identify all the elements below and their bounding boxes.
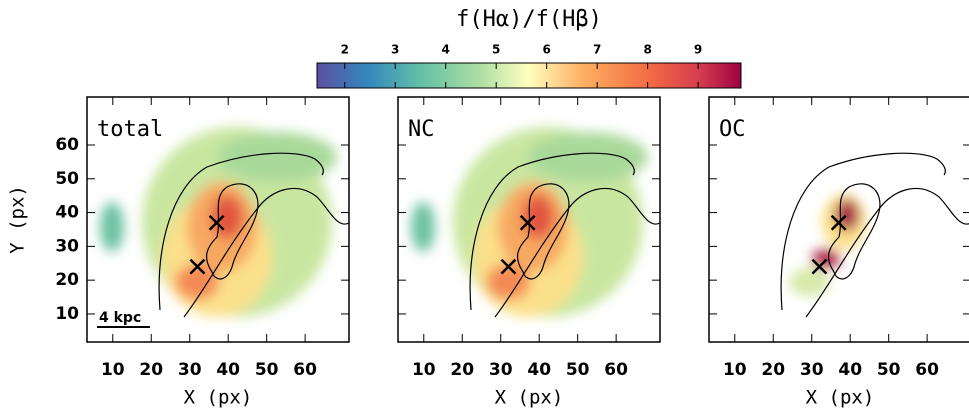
nucleus-marker: [208, 214, 225, 231]
map-panel: [411, 127, 660, 318]
x-tick-label: 50: [566, 360, 590, 380]
y-tick-label: 60: [55, 135, 79, 155]
colorbar-tick-label: 6: [542, 43, 550, 57]
x-tick-label: 60: [293, 360, 317, 380]
colorbar-tick-label: 4: [442, 43, 450, 57]
colorbar-tick-label: 2: [341, 43, 349, 57]
x-tick-label: 20: [450, 360, 474, 380]
colorbar-tick-label: 3: [391, 43, 399, 57]
panel-frame: [397, 96, 661, 343]
x-tick-label: 20: [761, 360, 785, 380]
x-tick-label: 60: [915, 360, 939, 380]
colorbar-tick-label: 5: [492, 43, 500, 57]
x-tick-label: 10: [723, 360, 747, 380]
panel-frame: [86, 96, 350, 343]
colorbar-title: f(Hα)/f(Hβ): [456, 7, 602, 32]
x-axis-label: X (px): [184, 387, 253, 409]
x-tick-label: 60: [604, 360, 628, 380]
panel-label: total: [97, 117, 163, 142]
x-tick-label: 10: [101, 360, 125, 380]
y-tick-label: 30: [55, 236, 79, 256]
map-panel: [780, 152, 969, 318]
x-axis-label: X (px): [495, 387, 564, 409]
x-tick-label: 30: [178, 360, 202, 380]
x-tick-label: 50: [255, 360, 279, 380]
y-tick-label: 20: [55, 270, 79, 290]
nucleus-marker: [830, 214, 847, 231]
y-axis-label: Y (px): [7, 185, 29, 254]
y-tick-label: 50: [55, 169, 79, 189]
x-tick-label: 40: [216, 360, 240, 380]
panel-label: OC: [719, 117, 746, 142]
map-image: [789, 194, 866, 296]
x-tick-label: 30: [489, 360, 513, 380]
x-tick-label: 30: [800, 360, 824, 380]
x-tick-label: 40: [838, 360, 862, 380]
nucleus-marker: [189, 258, 206, 275]
colorbar: [316, 62, 742, 89]
x-tick-label: 50: [877, 360, 901, 380]
x-tick-label: 10: [412, 360, 436, 380]
panel-frame: [708, 96, 969, 343]
nucleus-marker: [519, 214, 536, 231]
map-panel: [100, 127, 349, 318]
y-tick-label: 40: [55, 203, 79, 223]
colorbar-tick-label: 9: [694, 43, 702, 57]
colorbar-tick-label: 8: [643, 43, 651, 57]
x-axis-label: X (px): [806, 387, 875, 409]
x-tick-label: 20: [139, 360, 163, 380]
y-tick-label: 10: [55, 304, 79, 324]
x-tick-label: 40: [527, 360, 551, 380]
nucleus-marker: [500, 258, 517, 275]
scale-bar-label: 4 kpc: [99, 310, 141, 326]
colorbar-tick-label: 7: [593, 43, 601, 57]
nucleus-marker: [811, 258, 828, 275]
panel-label: NC: [408, 117, 435, 142]
